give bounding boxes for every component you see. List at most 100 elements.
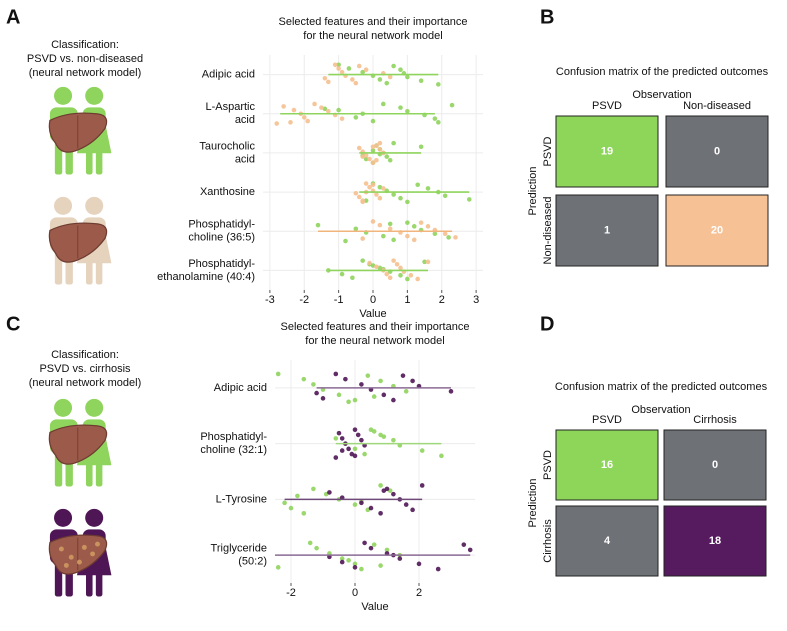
data-point [425,186,431,191]
data-point [352,427,358,432]
data-point [352,446,358,452]
data-point [367,156,372,162]
data-point [403,389,409,394]
data-point [436,120,441,125]
data-point [353,226,359,232]
cell-value: 4 [604,535,611,547]
data-point [301,376,307,382]
y-tick-label: Phosphatidyl- [200,431,267,443]
x-axis-label: Observation [632,89,691,101]
x-tick-label: 2 [439,294,445,306]
data-point [356,145,362,151]
row-label: Cirrhosis [542,519,554,563]
data-point [288,120,293,125]
data-point [275,371,281,377]
data-point [432,231,438,236]
data-point [405,276,410,282]
data-point [381,392,387,398]
data-point [363,156,369,162]
data-point [378,563,383,568]
data-point [410,378,415,384]
data-point [411,224,417,229]
y-tick-label: Phosphatidyl- [188,258,255,270]
x-tick-label: 1 [404,294,410,306]
healthy-icon [48,398,112,487]
data-point [442,193,448,199]
data-point [377,146,383,152]
data-point [374,264,379,270]
data-point [350,275,355,281]
data-point [398,273,403,278]
data-point [384,271,390,277]
data-point [311,486,316,492]
row-label: Non-diseased [542,197,554,265]
data-point [336,66,341,71]
data-point [391,258,396,263]
data-point [301,115,307,120]
chart-title: Confusion matrix of the predicted outcom… [556,66,769,78]
x-tick-label: -3 [265,294,275,306]
data-point [374,192,379,197]
data-point [384,80,390,86]
data-point [391,140,396,146]
data-point [339,448,345,453]
panel-label: B [540,6,554,28]
data-point [312,101,317,107]
data-point [295,493,300,499]
y-tick-label: L-Aspartic [205,101,255,113]
data-point [360,236,365,241]
matrix-cell [555,429,659,501]
panel-label: D [540,313,554,335]
data-point [415,276,420,282]
data-point [359,566,364,572]
data-point [377,77,383,82]
x-tick-label: 0 [370,294,376,306]
cell-value: 20 [711,224,723,236]
data-point [408,273,414,278]
data-point [384,547,390,553]
data-point [343,376,348,382]
data-point [311,382,316,387]
description: PSVD vs. non-diseased [27,53,143,65]
data-point [378,483,383,488]
data-point [314,545,319,551]
data-point [432,116,438,121]
row-label: PSVD [542,450,554,480]
data-point [362,451,367,457]
y-tick-label: choline (36:5) [188,232,255,244]
data-point [416,561,422,567]
y-tick-label: ethanolamine (40:4) [157,271,255,283]
cell-value: 18 [709,535,721,547]
data-point [346,446,351,452]
control-icon [48,196,112,285]
data-point [370,219,376,224]
data-point [333,455,339,460]
chart-title: Selected features and their importance [279,16,468,28]
matrix-cell [555,115,659,188]
data-point [387,275,393,281]
data-point [319,105,324,110]
y-tick-label: Adipic acid [214,382,267,394]
data-point [371,394,377,399]
data-point [466,197,472,202]
data-point [320,396,326,401]
data-point [291,107,297,113]
description: Classification: [51,349,119,361]
cell-value: 19 [601,145,613,157]
data-point [360,258,365,263]
matrix-cell [665,115,769,188]
matrix-cell [663,429,767,501]
cell-value: 0 [712,459,718,471]
data-point [322,75,328,81]
healthy-icon [48,86,112,175]
matrix-cell [555,194,659,267]
y-tick-label: Taurocholic [199,140,255,152]
y-tick-label: acid [235,153,255,165]
data-point [346,399,351,405]
data-point [391,192,396,197]
data-point [359,437,364,443]
data-point [274,121,280,126]
data-point [339,436,345,441]
data-point [387,226,393,232]
data-point [352,561,358,567]
